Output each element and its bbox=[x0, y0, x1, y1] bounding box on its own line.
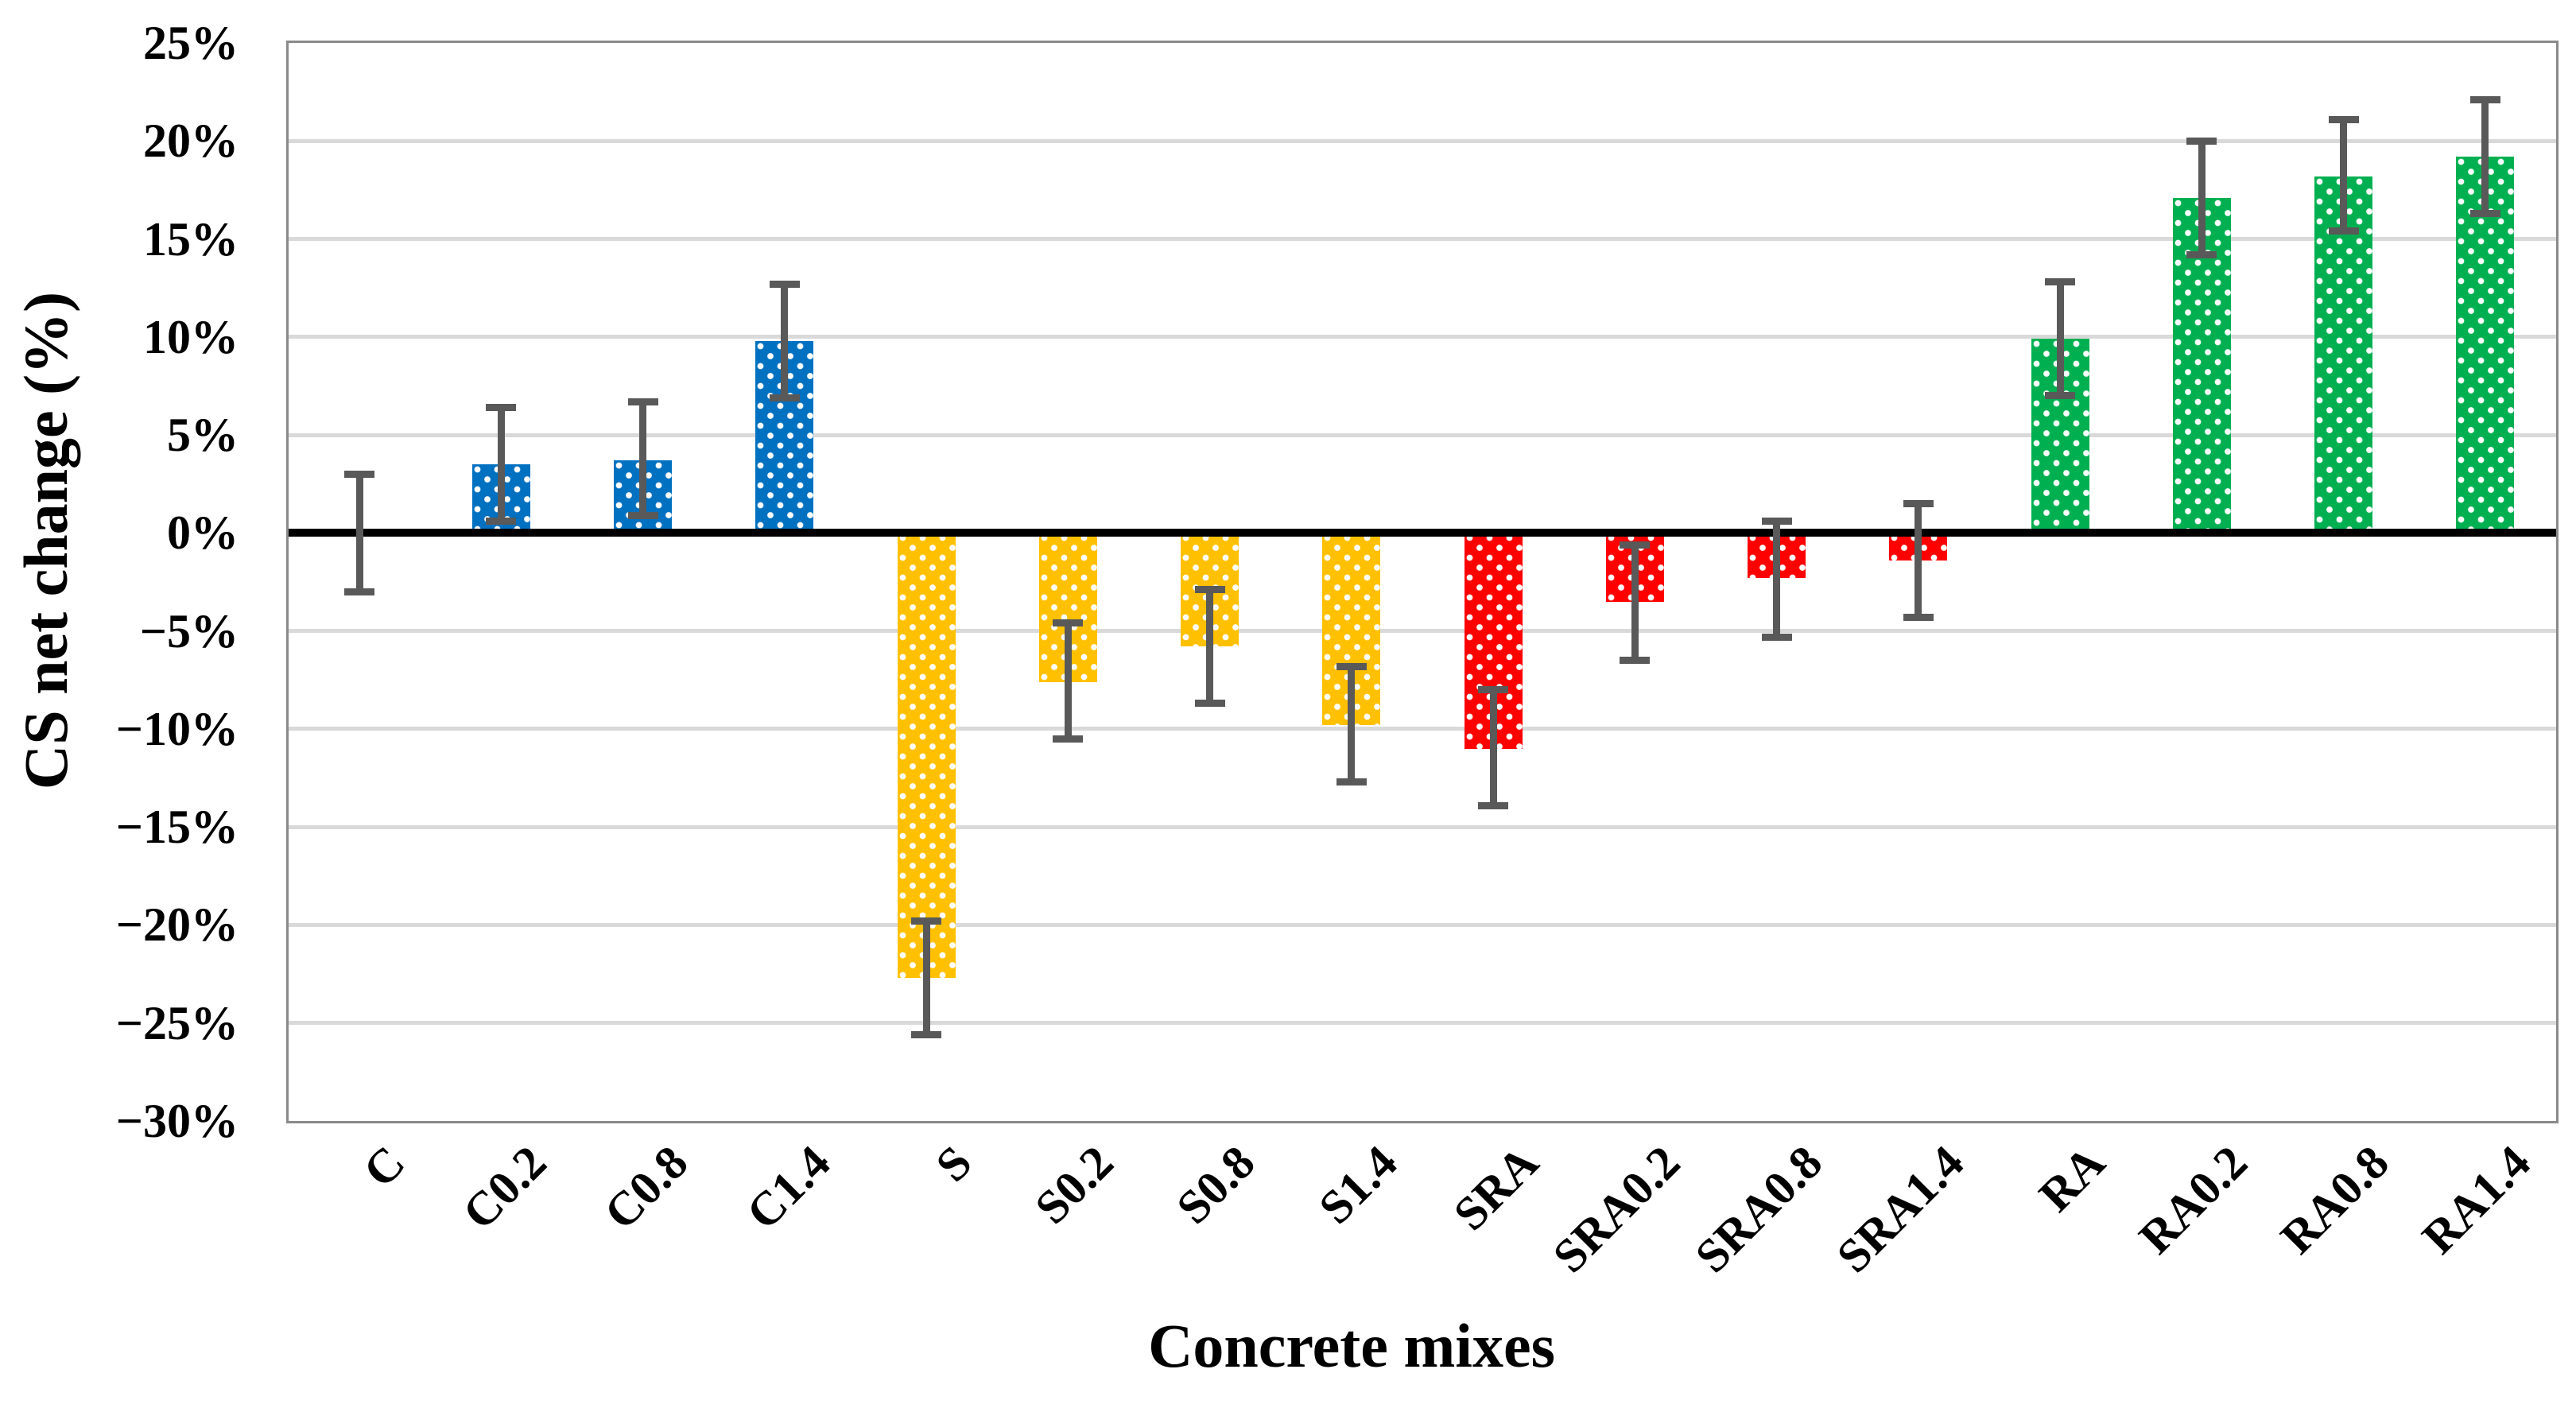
x-category-label-RA: RA bbox=[2029, 1135, 2116, 1222]
error-bar-cap bbox=[1903, 499, 1934, 507]
gridline bbox=[289, 432, 2556, 437]
error-bar-cap bbox=[344, 470, 375, 478]
error-bar-S1.4 bbox=[1348, 666, 1356, 782]
x-category-label-RA1.4: RA1.4 bbox=[2412, 1135, 2541, 1264]
x-axis-title: Concrete mixes bbox=[1148, 1311, 1555, 1380]
error-bar-S0.8 bbox=[1206, 589, 1214, 704]
error-bar-cap bbox=[627, 398, 658, 405]
error-bar-cap bbox=[486, 404, 517, 412]
y-tick-label: 15% bbox=[143, 212, 239, 266]
x-category-label-C: C bbox=[353, 1135, 415, 1197]
y-tick-label: 5% bbox=[167, 409, 239, 462]
error-bar-SRA0.8 bbox=[1773, 521, 1781, 638]
y-tick-label: 25% bbox=[143, 17, 239, 69]
bar-RA bbox=[2031, 339, 2089, 533]
error-bar-SRA bbox=[1489, 689, 1497, 806]
error-bar-cap bbox=[1761, 633, 1792, 641]
error-bar-C1.4 bbox=[781, 284, 789, 398]
error-bar-S bbox=[922, 921, 930, 1035]
error-bar-cap bbox=[1053, 735, 1084, 743]
gridline bbox=[289, 335, 2556, 339]
error-bar-SRA1.4 bbox=[1915, 503, 1922, 618]
error-bar-S0.2 bbox=[1064, 623, 1072, 739]
error-bar-RA1.4 bbox=[2481, 99, 2489, 214]
x-category-label-SRA1.4: SRA1.4 bbox=[1826, 1135, 1974, 1283]
y-tick-label: 0% bbox=[167, 506, 239, 560]
error-bar-cap bbox=[1053, 619, 1084, 627]
error-bar-cap bbox=[1620, 657, 1651, 665]
error-bar-cap bbox=[1194, 586, 1225, 594]
error-bar-cap bbox=[1620, 541, 1651, 549]
x-category-label-C0.8: C0.8 bbox=[594, 1135, 698, 1239]
error-bar-RA0.2 bbox=[2198, 141, 2206, 255]
error-bar-SRA0.2 bbox=[1631, 545, 1639, 661]
error-bar-cap bbox=[627, 511, 658, 519]
error-bar-cap bbox=[2469, 95, 2500, 103]
error-bar-cap bbox=[769, 394, 800, 401]
error-bar-cap bbox=[1478, 686, 1509, 694]
error-bar-cap bbox=[1903, 613, 1934, 621]
error-bar-cap bbox=[344, 588, 375, 595]
gridline bbox=[289, 629, 2556, 634]
y-tick-label: −15% bbox=[115, 801, 239, 854]
x-category-label-C1.4: C1.4 bbox=[735, 1135, 840, 1239]
error-bar-cap bbox=[1336, 778, 1367, 785]
bar-S bbox=[897, 533, 956, 979]
x-category-label-S0.2: S0.2 bbox=[1025, 1135, 1123, 1234]
error-bar-cap bbox=[2328, 227, 2359, 235]
gridline bbox=[289, 727, 2556, 731]
x-category-label-C0.2: C0.2 bbox=[452, 1135, 557, 1239]
error-bar-cap bbox=[486, 518, 517, 526]
zero-axis-line bbox=[289, 529, 2556, 537]
gridline bbox=[289, 237, 2556, 242]
error-bar-cap bbox=[769, 280, 800, 288]
error-bar-cap bbox=[1336, 662, 1367, 670]
error-bar-cap bbox=[1194, 700, 1225, 708]
error-bar-cap bbox=[2045, 278, 2076, 286]
bar-RA1.4 bbox=[2456, 156, 2515, 533]
gridline bbox=[289, 138, 2556, 143]
x-category-label-SRA0.8: SRA0.8 bbox=[1685, 1135, 1832, 1283]
x-category-label-S0.8: S0.8 bbox=[1166, 1135, 1265, 1234]
y-tick-label: 20% bbox=[143, 114, 239, 168]
gridline bbox=[289, 1021, 2556, 1026]
y-tick-label: −10% bbox=[115, 702, 239, 755]
error-bar-cap bbox=[2045, 392, 2076, 400]
error-bar-cap bbox=[2469, 209, 2500, 217]
x-category-label-RA0.2: RA0.2 bbox=[2128, 1135, 2257, 1264]
gridline bbox=[289, 824, 2556, 829]
error-bar-RA bbox=[2056, 281, 2064, 396]
error-bar-cap bbox=[2186, 137, 2217, 145]
y-tick-label: 10% bbox=[143, 310, 239, 363]
plot-area bbox=[286, 41, 2559, 1123]
error-bar-cap bbox=[911, 917, 942, 925]
y-tick-label: −30% bbox=[115, 1095, 239, 1147]
error-bar-cap bbox=[1478, 801, 1509, 809]
y-tick-label: −25% bbox=[115, 996, 239, 1049]
bar-RA0.8 bbox=[2314, 176, 2373, 533]
x-category-label-S: S bbox=[925, 1135, 982, 1192]
error-bar-cap bbox=[911, 1031, 942, 1039]
gridline bbox=[289, 922, 2556, 927]
y-tick-label: −5% bbox=[139, 604, 239, 657]
error-bar-RA0.8 bbox=[2340, 119, 2348, 231]
x-category-label-RA0.8: RA0.8 bbox=[2270, 1135, 2399, 1264]
y-tick-label: −20% bbox=[115, 898, 239, 952]
x-category-label-S1.4: S1.4 bbox=[1308, 1135, 1407, 1234]
error-bar-C0.2 bbox=[497, 407, 505, 522]
x-category-label-SRA0.2: SRA0.2 bbox=[1543, 1135, 1690, 1283]
error-bar-cap bbox=[2186, 250, 2217, 258]
error-bar-C0.8 bbox=[639, 401, 647, 516]
error-bar-C bbox=[355, 474, 363, 592]
error-bar-cap bbox=[2328, 115, 2359, 123]
error-bar-cap bbox=[1761, 518, 1792, 526]
x-category-label-SRA: SRA bbox=[1443, 1135, 1549, 1241]
